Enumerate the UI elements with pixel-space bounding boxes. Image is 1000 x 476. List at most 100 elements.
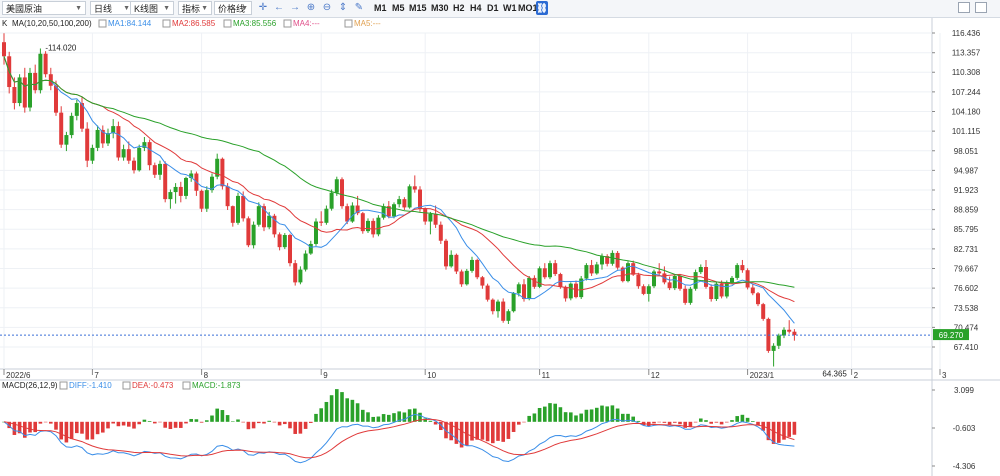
candle-body	[776, 335, 781, 346]
macd-bar	[459, 421, 464, 448]
indicator-dropdown[interactable]: 指标 ▼	[178, 1, 212, 15]
low-marker-label: 64.365	[822, 370, 847, 379]
maximize-window-icon[interactable]	[975, 2, 987, 13]
ma2-line	[3, 56, 795, 303]
price-axis-label: 113.357	[952, 49, 981, 58]
candle-body	[178, 186, 183, 196]
price-axis-label: 110.308	[952, 68, 981, 77]
chevron-down-icon: ▼	[241, 5, 248, 12]
macd-bar	[527, 415, 531, 422]
date-label: 2	[854, 371, 859, 380]
zoom-out-icon[interactable]: ⊖	[322, 2, 332, 13]
macd-bar	[491, 421, 495, 444]
macd-bar	[184, 421, 188, 424]
macd-bar	[49, 421, 53, 424]
candle-body	[392, 204, 396, 217]
timeframe-m1[interactable]: M1	[374, 3, 387, 13]
zoom-in-icon[interactable]: ⊕	[306, 2, 316, 13]
link-icon[interactable]: ⛓	[536, 1, 548, 15]
timeframe-m30[interactable]: M30	[431, 3, 449, 13]
timeframe-m5[interactable]: M5	[392, 3, 405, 13]
candle-body	[345, 206, 350, 222]
pencil-icon[interactable]: ✎	[354, 2, 364, 13]
macd-bar	[387, 414, 391, 422]
macd-bar	[485, 421, 490, 442]
macd-bar	[563, 412, 568, 422]
candle-body	[532, 277, 537, 287]
current-price-label: 69.270	[939, 331, 964, 340]
arrow-left-icon[interactable]: ←	[274, 2, 284, 13]
symbol-dropdown[interactable]: 美國原油 ▼	[2, 1, 86, 15]
timeframe-h4[interactable]: H4	[470, 3, 482, 13]
candle-body	[537, 268, 542, 287]
macd-bar	[215, 408, 219, 422]
candle-body	[693, 272, 698, 289]
macd-bar	[179, 421, 183, 428]
macd-bar	[407, 409, 412, 422]
price-line-dropdown[interactable]: 价格线 ▼	[214, 1, 252, 15]
macd-bar	[90, 421, 95, 440]
timeframe-mo1[interactable]: MO1	[518, 3, 538, 13]
price-axis-label: 79.667	[954, 264, 979, 273]
high-marker-label: -114.020	[45, 43, 77, 52]
macd-bar	[127, 421, 131, 427]
candle-body	[745, 270, 750, 288]
candle-body	[360, 213, 365, 232]
macd-bar	[262, 421, 266, 424]
price-axis-label: 104.180	[952, 107, 981, 116]
candle-body	[293, 263, 298, 283]
legend-checkbox	[98, 19, 107, 28]
timeframe-h2[interactable]: H2	[453, 3, 465, 13]
candle-body	[48, 74, 53, 86]
macd-bar	[537, 407, 542, 422]
macd-bar	[75, 421, 79, 434]
price-axis-label: 91.923	[954, 186, 979, 195]
macd-bar	[361, 409, 365, 422]
restore-window-icon[interactable]	[958, 2, 970, 13]
macd-bar	[17, 421, 22, 434]
chart-type-dropdown[interactable]: K线图 ▼	[130, 1, 174, 15]
macd-bar	[569, 412, 573, 422]
macd-bar	[371, 416, 375, 422]
ma1-line	[3, 56, 795, 324]
candle-body	[28, 72, 32, 108]
candle-body	[506, 311, 511, 321]
macd-bar	[454, 421, 459, 444]
candle-body	[173, 186, 178, 193]
period-dropdown[interactable]: 日线 ▼	[90, 1, 134, 15]
timeframe-d1[interactable]: D1	[487, 3, 499, 13]
price-axis-label: 82.731	[954, 245, 979, 254]
macd-bar	[101, 421, 105, 433]
macd-bar	[345, 398, 349, 422]
macd-bar	[730, 420, 734, 422]
macd-bar	[589, 409, 594, 422]
macd-bar	[470, 421, 474, 441]
crosshair-icon[interactable]: ✛	[258, 2, 268, 13]
candle-body	[449, 254, 454, 267]
timeframe-w1[interactable]: W1	[503, 3, 517, 13]
candle-body	[459, 271, 464, 285]
macd-bar	[688, 421, 693, 427]
macd-bar	[220, 410, 225, 422]
macd-bar	[787, 421, 791, 437]
ma5-legend: MA5:---	[354, 19, 381, 28]
candles	[2, 33, 797, 367]
macd-bar	[251, 421, 256, 429]
timeframe-m15[interactable]: M15	[409, 3, 427, 13]
candle-body	[475, 259, 480, 278]
macd-bar	[735, 416, 739, 422]
candle-body	[496, 301, 500, 312]
macd-bar	[366, 412, 370, 422]
candle-body	[100, 129, 105, 144]
candle-body	[620, 267, 625, 282]
macd-bar	[199, 421, 204, 423]
candle-body	[709, 286, 714, 300]
macd-bar	[615, 408, 620, 422]
fit-vertical-icon[interactable]: ⇕	[338, 2, 348, 13]
dea-line	[3, 418, 795, 459]
macd-bar	[792, 421, 797, 435]
macd-bar	[142, 419, 147, 422]
macd-bar	[595, 407, 599, 422]
arrow-right-icon[interactable]: →	[290, 2, 300, 13]
